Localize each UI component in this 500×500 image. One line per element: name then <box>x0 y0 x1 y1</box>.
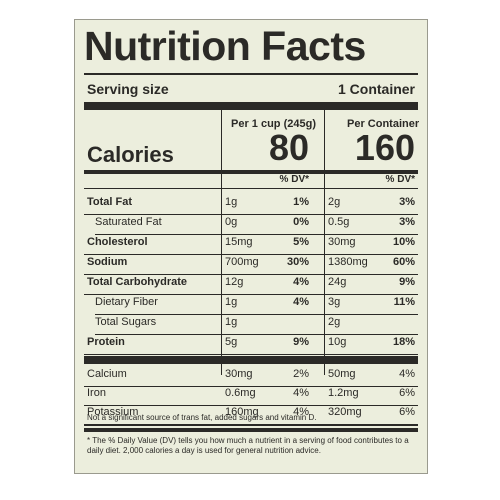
nutrient-name: Total Carbohydrate <box>87 276 188 288</box>
nutrient-row-rule <box>84 274 418 275</box>
nutrient-amount-per-container: 2g <box>328 316 341 328</box>
nutrient-name: Total Sugars <box>95 316 157 328</box>
calories-per-cup: 80 <box>268 127 309 168</box>
label-title: Nutrition Facts <box>84 23 366 69</box>
mineral-row-rule <box>84 424 418 425</box>
mineral-amount-per-cup: 30mg <box>225 368 253 380</box>
nutrient-amount-per-cup: 1g <box>225 316 238 328</box>
nutrient-dv-per-container: 10% <box>392 236 415 248</box>
mineral-row-rule <box>84 386 418 387</box>
nutrient-amount-per-cup: 5g <box>225 336 238 348</box>
serving-size-label: Serving size <box>87 81 169 97</box>
thick-rule-minerals <box>84 356 418 364</box>
nutrient-dv-per-cup: 30% <box>286 256 309 268</box>
trans-fat-note: Not a significant source of trans fat, a… <box>87 413 317 422</box>
dv-header-per-cup: % DV* <box>279 174 309 185</box>
nutrient-row-rule <box>84 354 418 355</box>
nutrient-dv-per-cup: 4% <box>293 276 309 288</box>
nutrient-name: Total Fat <box>87 196 133 208</box>
nutrient-row-rule <box>84 294 418 295</box>
title-rule <box>84 73 418 75</box>
mineral-amount-per-container: 50mg <box>328 368 356 380</box>
mineral-dv-per-container: 6% <box>399 387 415 399</box>
mineral-amount-per-container: 320mg <box>328 406 362 418</box>
mineral-amount-per-container: 1.2mg <box>328 387 359 399</box>
nutrient-dv-per-container: 60% <box>392 256 415 268</box>
mineral-dv-per-cup: 4% <box>293 406 309 418</box>
daily-value-footnote: * The % Daily Value (DV) tells you how m… <box>87 436 409 455</box>
mineral-name: Potassium <box>87 406 139 418</box>
serving-size-value: 1 Container <box>337 81 415 97</box>
nutrient-dv-per-cup: 1% <box>293 196 309 208</box>
nutrient-name: Saturated Fat <box>95 216 162 228</box>
nutrient-dv-per-container: 3% <box>399 196 415 208</box>
nutrient-row-rule <box>84 254 418 255</box>
dv-header-per-container: % DV* <box>385 174 415 185</box>
nutrient-amount-per-cup: 0g <box>225 216 238 228</box>
nutrient-row-rule <box>84 214 418 215</box>
nutrient-dv-per-cup: 4% <box>293 296 309 308</box>
nutrient-dv-per-cup: 0% <box>293 216 309 228</box>
nutrient-amount-per-container: 3g <box>328 296 341 308</box>
nutrient-amount-per-cup: 1g <box>225 196 238 208</box>
thick-rule-top <box>84 102 418 110</box>
nutrient-amount-per-cup: 1g <box>225 296 238 308</box>
column-divider-2 <box>324 110 325 375</box>
per-cup-header: Per 1 cup (245g) <box>231 118 316 130</box>
mineral-dv-per-cup: 4% <box>293 387 309 399</box>
mineral-amount-per-cup: 160mg <box>225 406 259 418</box>
nutrient-name: Cholesterol <box>87 236 148 248</box>
mineral-dv-per-cup: 2% <box>293 368 309 380</box>
nutrient-dv-per-container: 9% <box>399 276 415 288</box>
nutrient-dv-per-container: 18% <box>392 336 415 348</box>
nutrient-name: Dietary Fiber <box>95 296 158 308</box>
nutrient-name: Protein <box>87 336 125 348</box>
nutrient-amount-per-container: 24g <box>328 276 347 288</box>
mineral-dv-per-container: 4% <box>399 368 415 380</box>
mineral-amount-per-cup: 0.6mg <box>225 387 256 399</box>
nutrient-amount-per-cup: 15mg <box>225 236 253 248</box>
nutrient-amount-per-container: 30mg <box>328 236 356 248</box>
calories-per-container: 160 <box>354 127 415 168</box>
nutrient-row-rule <box>95 334 418 335</box>
nutrient-amount-per-cup: 12g <box>225 276 244 288</box>
per-container-header: Per Container <box>347 118 420 130</box>
nutrient-name: Sodium <box>87 256 128 268</box>
nutrition-facts-panel: Nutrition Facts Serving size 1 Container… <box>74 19 428 474</box>
mineral-dv-per-container: 6% <box>399 406 415 418</box>
nutrient-amount-per-container: 2g <box>328 196 341 208</box>
mineral-name: Calcium <box>87 368 127 380</box>
nutrient-dv-per-cup: 9% <box>293 336 309 348</box>
nutrient-dv-per-container: 3% <box>399 216 415 228</box>
nutrient-amount-per-container: 0.5g <box>328 216 350 228</box>
nutrient-amount-per-cup: 700mg <box>225 256 259 268</box>
mineral-name: Iron <box>87 387 106 399</box>
nutrient-amount-per-container: 10g <box>328 336 347 348</box>
nutrient-dv-per-container: 11% <box>393 296 415 308</box>
thick-rule-bottom <box>84 428 418 432</box>
dv-header-rule <box>84 188 418 189</box>
nutrient-row-rule <box>95 314 418 315</box>
note-rule <box>84 425 418 426</box>
mineral-row-rule <box>84 405 418 406</box>
calories-rule <box>84 170 418 174</box>
nutrient-row-rule <box>95 234 418 235</box>
column-divider-1 <box>221 110 222 375</box>
calories-label: Calories <box>87 142 174 167</box>
nutrient-amount-per-container: 1380mg <box>328 256 368 268</box>
nutrient-dv-per-cup: 5% <box>293 236 309 248</box>
